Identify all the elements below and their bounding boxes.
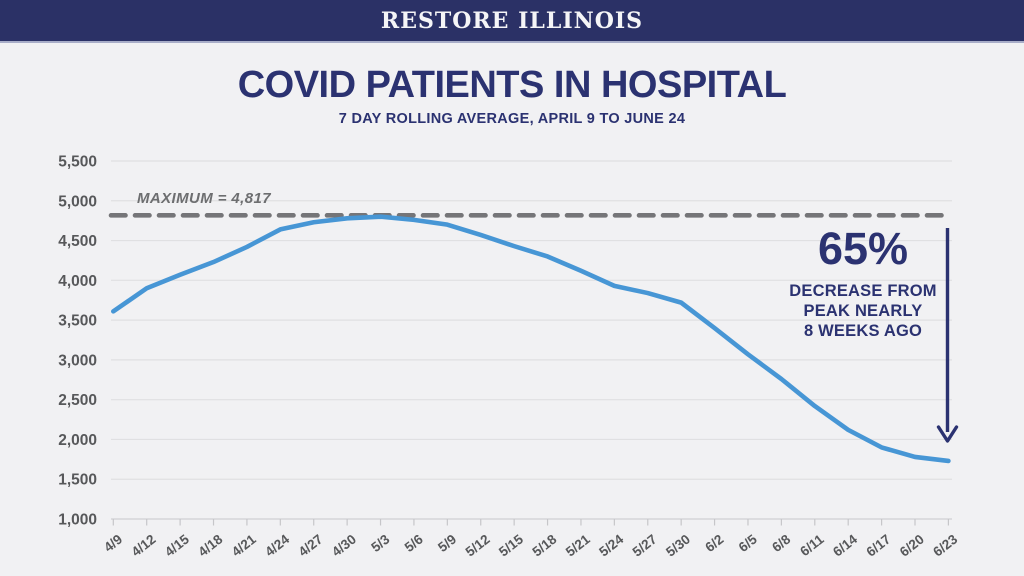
y-tick-label: 2,500 — [58, 392, 97, 409]
y-tick-label: 4,500 — [58, 233, 97, 250]
header-bar: RESTORE ILLINOIS — [0, 0, 1024, 43]
x-tick-label: 4/9 — [101, 532, 125, 555]
y-tick-label: 2,000 — [58, 432, 97, 449]
x-tick-label: 6/5 — [736, 531, 760, 555]
x-tick-label: 5/18 — [529, 531, 559, 559]
y-tick-label: 1,000 — [58, 512, 97, 529]
x-tick-label: 4/12 — [129, 532, 159, 560]
x-tick-label: 6/20 — [897, 532, 927, 560]
chart-subtitle: 7 DAY ROLLING AVERAGE, APRIL 9 TO JUNE 2… — [338, 111, 686, 127]
y-tick-label: 3,000 — [58, 352, 97, 369]
x-tick-label: 4/24 — [262, 531, 292, 559]
x-tick-label: 5/9 — [435, 532, 459, 555]
x-tick-label: 5/21 — [563, 531, 593, 559]
y-tick-label: 5,500 — [58, 154, 97, 171]
x-tick-label: 4/18 — [195, 531, 225, 559]
percent-decrease-value: 65% — [817, 223, 909, 274]
y-tick-label: 5,000 — [58, 193, 97, 210]
header-brand-title: RESTORE ILLINOIS — [380, 7, 644, 34]
x-tick-label: 6/11 — [797, 531, 827, 559]
x-tick-label: 6/14 — [830, 531, 860, 559]
percent-decrease-caption: DECREASE FROM PEAK NEARLY 8 WEEKS AGO — [786, 281, 940, 341]
x-tick-label: 6/8 — [769, 531, 793, 555]
x-tick-label: 5/30 — [663, 532, 693, 560]
x-tick-label: 4/30 — [329, 532, 359, 560]
y-tick-label: 1,500 — [58, 472, 97, 489]
y-tick-label: 3,500 — [58, 313, 97, 330]
x-tick-label: 5/6 — [402, 531, 426, 555]
x-tick-label: 6/2 — [702, 532, 726, 555]
caption-line-1: DECREASE FROM — [789, 282, 937, 300]
x-tick-label: 4/15 — [162, 531, 192, 559]
x-tick-label: 5/3 — [368, 531, 392, 555]
x-tick-label: 4/21 — [229, 531, 259, 559]
y-tick-label: 4,000 — [58, 273, 97, 290]
x-tick-label: 6/17 — [863, 532, 893, 560]
arrow-head-icon — [936, 425, 959, 443]
x-tick-label: 5/24 — [596, 531, 626, 559]
caption-line-2: PEAK NEARLY — [803, 302, 923, 320]
x-tick-label: 5/12 — [463, 532, 493, 560]
x-tick-label: 6/23 — [930, 531, 960, 559]
x-tick-label: 5/27 — [630, 532, 660, 560]
trend-line — [111, 214, 951, 464]
x-tick-label: 4/27 — [296, 532, 326, 560]
x-tick-label: 5/15 — [496, 531, 526, 559]
maximum-line-label: MAXIMUM = 4,817 — [137, 190, 271, 207]
caption-line-3: 8 WEEKS AGO — [803, 322, 923, 340]
chart-title: COVID PATIENTS IN HOSPITAL — [237, 64, 787, 106]
